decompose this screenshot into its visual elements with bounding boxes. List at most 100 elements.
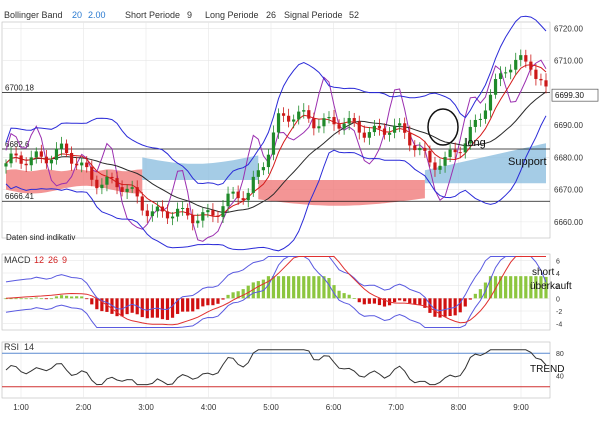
candle-body [509,69,513,73]
macd-histogram-bar [539,276,543,299]
candle-body [95,179,99,189]
candle-body [44,156,48,164]
candle-body [206,210,210,213]
macd-histogram-bar [85,298,89,300]
price-tick-label: 6680.00 [554,153,583,162]
macd-histogram-bar [19,298,23,300]
candle-body [347,118,351,124]
macd-tick-label: 6 [556,258,560,265]
candle-body [539,78,543,81]
cloud-bull [142,155,259,180]
candle-body [115,178,119,188]
macd-histogram-bar [90,298,94,305]
candle-body [226,193,230,207]
current-price-label: 6699.30 [555,91,584,100]
macd-histogram-bar [236,291,240,299]
macd-histogram-bar [529,276,533,299]
macd-histogram-bar [251,282,255,299]
candle-body [322,118,326,127]
macd-histogram-bar [428,298,432,313]
macd-histogram-bar [297,276,301,299]
candle-body [201,212,205,221]
macd-histogram-bar [438,298,442,318]
macd-histogram-bar [115,298,119,317]
candle-body [423,147,427,151]
long-period-line [5,91,547,214]
macd-histogram-bar [342,293,346,299]
candle-body [438,165,442,170]
price-tick-label: 6720.00 [554,24,583,33]
price-panel-frame [1,21,551,239]
macd-tick-label: 4 [556,271,560,278]
macd-tick-label: -2 [556,309,562,316]
candle-body [191,215,195,224]
macd-histogram-bar [337,290,341,299]
macd-param-2: 26 [48,255,58,265]
candle-body [483,110,488,119]
macd-histogram-bar [4,298,8,300]
macd-histogram-bar [221,298,225,300]
macd-histogram-bar [544,276,548,299]
candle-body [261,167,265,171]
candle-body [453,149,457,153]
candle-body [418,147,422,151]
candle-body [175,208,180,217]
candle-body [155,206,160,212]
macd-histogram-bar [448,298,452,316]
header-long-val: 26 [266,10,276,20]
macd-histogram-bar [352,298,356,299]
macd-histogram-bar [443,298,447,317]
time-axis-label: 6:00 [326,403,342,412]
annotation-long: long [465,137,486,149]
macd-histogram-bar [34,297,38,299]
candle-body [90,167,94,180]
candle-body [519,55,523,60]
candle-body [312,118,316,129]
candle-body [241,198,245,201]
macd-histogram-bar [186,298,190,312]
candle-body [34,151,38,158]
macd-histogram-bar [145,298,149,319]
candle-body [14,153,18,156]
macd-histogram-bar [59,295,64,299]
candle-body [75,163,79,166]
macd-histogram-bar [292,276,296,299]
macd-histogram-bar [44,298,48,300]
candle-body [337,124,341,129]
candle-body [392,125,397,133]
macd-histogram-bar [377,298,382,306]
macd-histogram-bar [478,289,482,299]
price-tick-label: 6670.00 [554,186,583,195]
cloud-bull [424,143,546,184]
macd-histogram-bar [70,296,74,299]
candle-body [70,152,74,164]
annotation-short: short [532,267,554,278]
candle-body [524,55,528,62]
candle-body [408,132,412,146]
candle-body [236,191,240,199]
macd-histogram-bar [24,298,28,300]
candle-body [85,162,89,168]
rsi-label: RSI [4,342,19,352]
candle-body [24,163,28,166]
time-axis-label: 3:00 [138,403,154,412]
macd-histogram-bar [211,298,215,306]
macd-histogram-bar [327,277,331,299]
time-axis-label: 7:00 [388,403,404,412]
candle-body [186,207,190,216]
macd-histogram-bar [398,298,402,301]
time-axis-label: 2:00 [76,403,92,412]
header-short-label: Short Periode [125,10,180,20]
candle-body [403,123,407,133]
candle-body [478,118,482,120]
short-period-line [5,64,547,218]
candle-body [544,80,548,87]
candle-body [292,119,296,122]
candle-body [413,145,417,151]
price-tick-label: 6690.00 [554,121,583,130]
candle-body [165,211,170,219]
macd-histogram-bar [473,293,477,299]
macd-histogram-bar [287,276,291,299]
